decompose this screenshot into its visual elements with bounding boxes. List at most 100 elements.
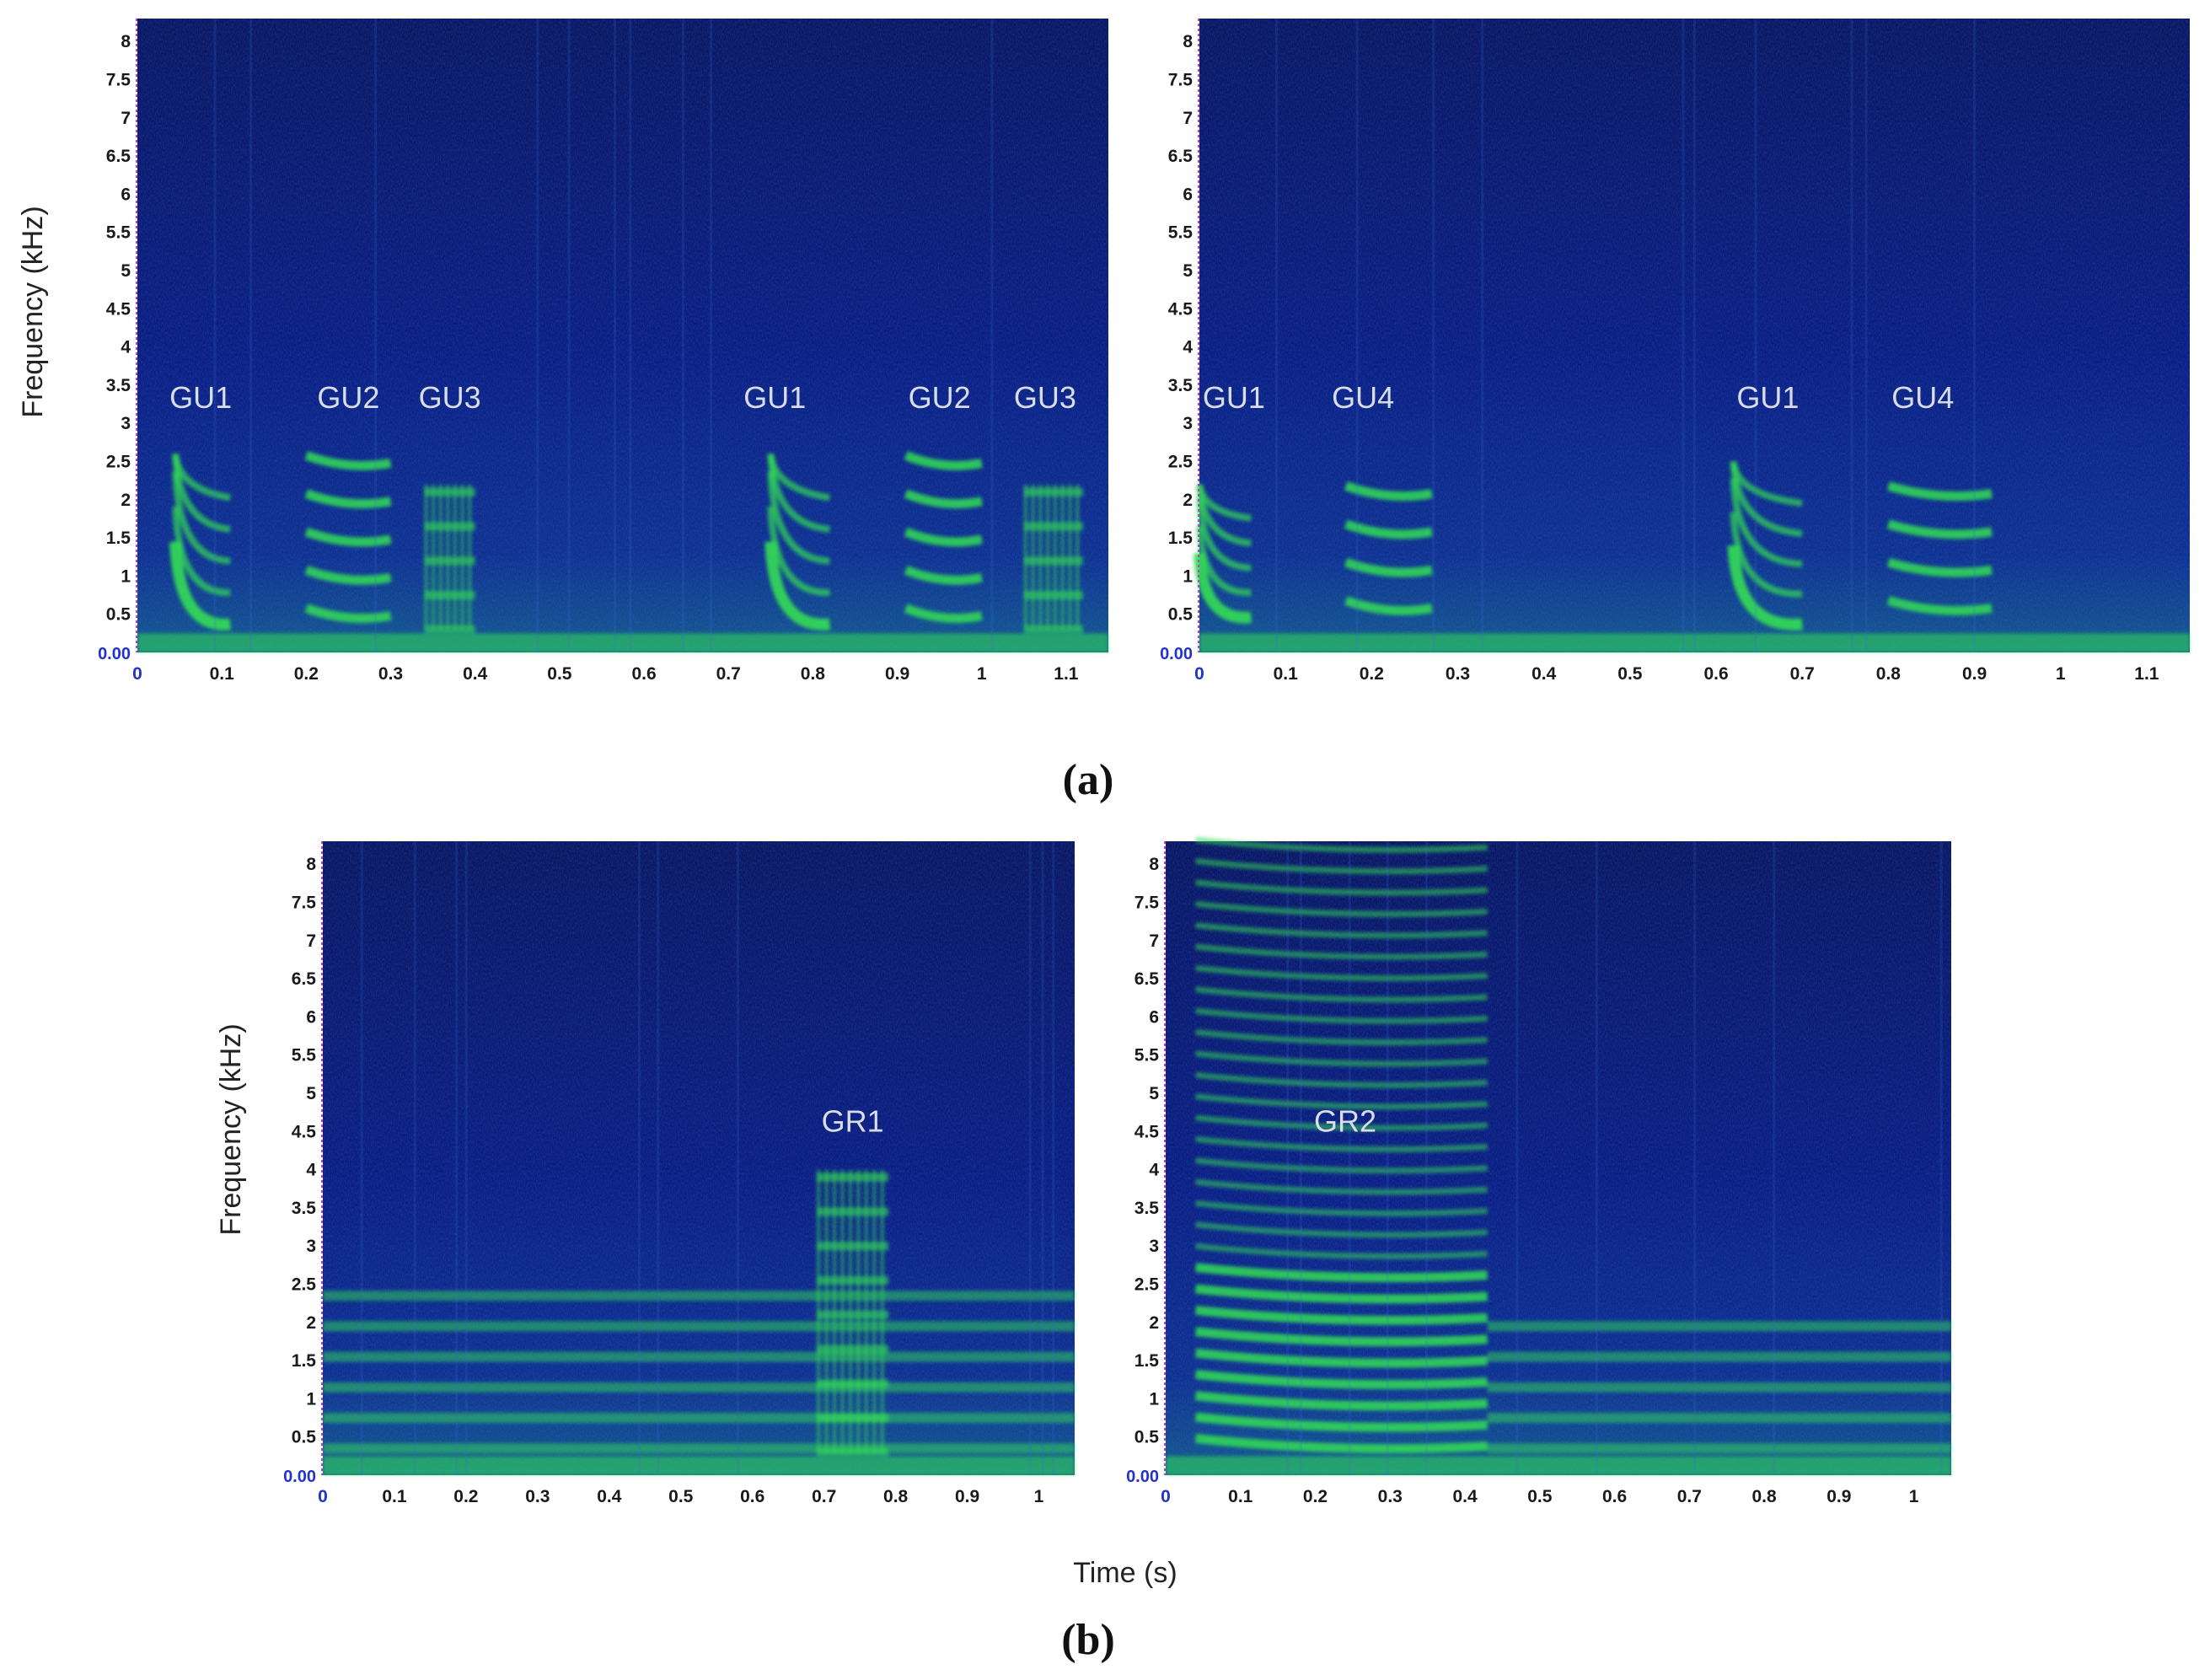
y-tick-label: 4.5 [106, 299, 131, 319]
call-annotation: GU1 [743, 380, 806, 415]
y-tick-label: 0.5 [1168, 605, 1194, 625]
x-tick-label: 0.1 [1274, 664, 1299, 684]
call-harmonic [1195, 1243, 1488, 1259]
y-tick-label: 5 [1149, 1084, 1159, 1103]
y-tick-label: 2.5 [292, 1275, 317, 1294]
call-harmonic [1023, 625, 1083, 634]
y-tick-label: 8 [306, 855, 316, 874]
transient-streak [1299, 841, 1302, 1475]
y-tick-label: 6 [121, 185, 131, 204]
call-annotation: GU4 [1891, 380, 1954, 415]
y-tick-label: 6 [1149, 1007, 1159, 1027]
x-tick-label: 0 [1194, 664, 1204, 684]
x-tick-label: 1 [1909, 1487, 1919, 1506]
transient-streak [682, 19, 685, 652]
y-tick-label: 3 [121, 414, 131, 433]
call-harmonic [1023, 487, 1083, 496]
y-tick-label: 8 [121, 32, 131, 51]
call-harmonic [817, 1310, 889, 1319]
x-tick-label: 0.5 [1617, 664, 1643, 684]
x-tick-label: 0.3 [1446, 664, 1470, 684]
transient-streak [1286, 841, 1290, 1475]
call-band [1487, 1413, 1951, 1424]
transient-streak [736, 841, 739, 1475]
x-tick-label: 0.9 [1826, 1487, 1851, 1506]
call-harmonic [1344, 481, 1433, 502]
y-tick-label: 5.5 [292, 1046, 317, 1065]
y-tick-label: 3 [1183, 414, 1193, 433]
x-tick-label: 0 [318, 1487, 328, 1506]
y-tick-label: 0.5 [1135, 1428, 1160, 1447]
x-tick-label: 0.9 [885, 664, 909, 684]
x-tick-label: 0.5 [668, 1487, 694, 1506]
y-tick-label: 7 [1183, 109, 1193, 128]
y-tick-label: 2 [121, 491, 131, 510]
x-tick-label: 1 [2056, 664, 2066, 684]
call-marks [1194, 460, 1993, 631]
call-band [1487, 1351, 1951, 1362]
y-tick-label: 2 [306, 1313, 316, 1333]
panel-label-b: (b) [1061, 1616, 1115, 1664]
call-band [1487, 1443, 1951, 1454]
call-harmonic [1195, 1157, 1488, 1174]
y-tick-label: 8 [1149, 855, 1159, 874]
transient-streak [1682, 19, 1685, 652]
transient-streak [1850, 19, 1853, 652]
x-tick-label: 0.3 [378, 664, 403, 684]
spectrogram-noise [1199, 19, 2190, 652]
call-harmonic [764, 541, 831, 631]
call-annotation: GU4 [1332, 380, 1394, 415]
call-harmonic [1195, 1178, 1488, 1195]
call-annotation: GU3 [419, 380, 481, 415]
call-harmonic [1194, 552, 1252, 624]
y-tick-label: 6 [1183, 185, 1193, 204]
y-tick-label: 3.5 [292, 1199, 317, 1218]
call-harmonic [172, 471, 231, 565]
call-harmonic [817, 1345, 889, 1354]
transient-streak [1595, 841, 1598, 1475]
x-tick-label: 0.6 [1703, 664, 1728, 684]
call-harmonic [1195, 1071, 1488, 1088]
y-tick-label: 6 [306, 1007, 316, 1027]
transient-streak [1386, 841, 1389, 1475]
call-harmonic [1195, 1114, 1488, 1131]
x-tick-label: 0.5 [547, 664, 572, 684]
y-zero-label: 0.00 [1126, 1468, 1159, 1486]
transient-streak [1028, 841, 1032, 1475]
x-tick-label: 0.4 [463, 664, 488, 684]
y-axis-label: Frequency (kHz) [17, 206, 49, 417]
call-harmonic [904, 451, 983, 470]
call-harmonic [1194, 1369, 1488, 1389]
call-harmonic [1730, 478, 1803, 567]
y-tick-label: 0.5 [106, 605, 131, 625]
y-tick-label: 2 [1149, 1313, 1159, 1333]
transient-streak [1972, 19, 1976, 652]
low-frequency-band [137, 633, 1108, 652]
transient-streak [1041, 841, 1044, 1475]
call-band [323, 1382, 1075, 1393]
x-tick-label: 0.4 [597, 1487, 622, 1506]
call-harmonic [904, 489, 983, 509]
call-harmonic [1727, 545, 1803, 631]
x-tick-label: 0.6 [1602, 1487, 1627, 1506]
y-tick-label: 5 [1183, 261, 1193, 281]
call-harmonic [767, 506, 830, 596]
call-harmonic [1195, 1029, 1488, 1046]
call-annotation: GU2 [317, 380, 379, 415]
transient-streak [567, 19, 571, 652]
y-tick-label: 1.5 [292, 1351, 317, 1371]
call-harmonic [1194, 1305, 1488, 1325]
call-harmonic [169, 541, 231, 631]
call-harmonic [1195, 879, 1488, 896]
y-tick-label: 6.5 [1135, 969, 1160, 989]
call-harmonic [1194, 1348, 1488, 1368]
y-tick-label: 2 [1183, 491, 1193, 510]
y-tick-label: 1.5 [1135, 1351, 1160, 1371]
call-harmonic [1195, 1007, 1488, 1024]
call-band [323, 1321, 1075, 1332]
x-tick-label: 0.7 [1790, 664, 1815, 684]
spectrogram-panel-1: 8 7.5 7 6.5 6 5.5 5 4.5 4 3.5 3 2.5 2 1.5 1 0.5 0.000 0.1… [17, 19, 1108, 684]
call-band [323, 1291, 1075, 1302]
call-marks [323, 1169, 1075, 1457]
y-tick-label: 5.5 [1135, 1046, 1160, 1065]
